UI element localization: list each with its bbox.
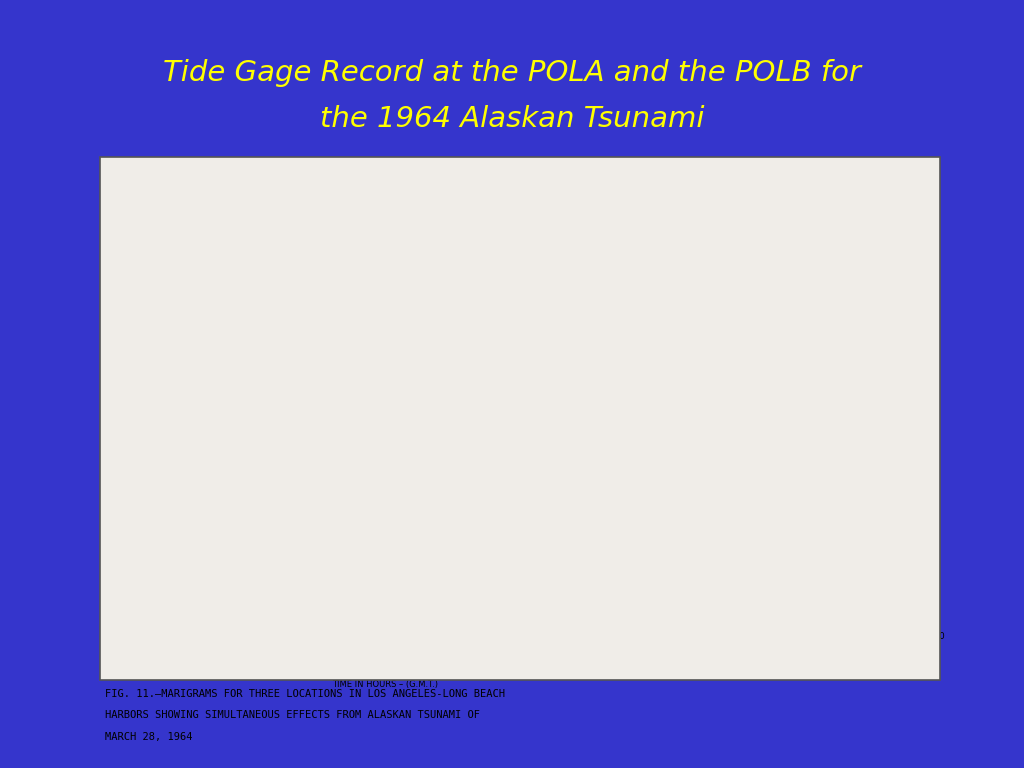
Bar xyxy=(194,183,220,192)
Polygon shape xyxy=(453,521,612,617)
Text: MARCH 28, 1964: MARCH 28, 1964 xyxy=(105,732,193,742)
Text: BERTH 60, LOS ANGELES HARBOR: BERTH 60, LOS ANGELES HARBOR xyxy=(580,273,733,296)
Polygon shape xyxy=(545,475,612,530)
Text: MARCH 29, 1964: MARCH 29, 1964 xyxy=(854,656,919,665)
Text: 1: 1 xyxy=(218,196,222,205)
Text: PONTOON
BRIDGE: PONTOON BRIDGE xyxy=(499,495,521,503)
Text: the 1964 Alaskan Tsunami: the 1964 Alaskan Tsunami xyxy=(319,105,705,133)
Bar xyxy=(273,183,300,192)
Text: Tide Gage Record at the POLA and the POLB for: Tide Gage Record at the POLA and the POL… xyxy=(163,59,861,87)
Text: LOCATION MAP: LOCATION MAP xyxy=(472,614,525,619)
Text: PIER POINT, LONG BEACH HARBOR: PIER POINT, LONG BEACH HARBOR xyxy=(580,399,735,414)
Text: 0: 0 xyxy=(191,196,196,205)
Text: 3: 3 xyxy=(271,196,275,205)
Text: VERTICAL SCALE – FEET: VERTICAL SCALE – FEET xyxy=(188,169,279,177)
Bar xyxy=(167,183,194,192)
Text: HARBORS SHOWING SIMULTANEOUS EFFECTS FROM ALASKAN TSUNAMI OF: HARBORS SHOWING SIMULTANEOUS EFFECTS FRO… xyxy=(105,710,480,720)
Text: PONTOON BRIDGE, LONG BEACH HARBOR: PONTOON BRIDGE, LONG BEACH HARBOR xyxy=(580,492,763,515)
Text: BERTH
60: BERTH 60 xyxy=(434,592,449,601)
Text: -1: -1 xyxy=(163,196,171,205)
Text: SAN PEDRO BAY: SAN PEDRO BAY xyxy=(510,572,555,577)
Bar xyxy=(220,183,247,192)
Text: PIER 2: PIER 2 xyxy=(458,568,471,571)
Text: LONG
BEACH: LONG BEACH xyxy=(422,511,438,521)
Text: MARCH 28, 1964: MARCH 28, 1964 xyxy=(351,656,418,665)
Bar xyxy=(247,183,273,192)
Polygon shape xyxy=(385,493,499,622)
Text: TIME IN HOURS – (G.M.T.): TIME IN HOURS – (G.M.T.) xyxy=(332,680,437,690)
Text: 01: 00 PST: 01: 00 PST xyxy=(143,314,183,323)
Text: 2: 2 xyxy=(245,196,249,205)
Text: PIER POINT: PIER POINT xyxy=(465,554,488,558)
Text: 09: 00 GMT: 09: 00 GMT xyxy=(143,334,186,343)
Text: FIG. 11.—MARIGRAMS FOR THREE LOCATIONS IN LOS ANGELES-LONG BEACH: FIG. 11.—MARIGRAMS FOR THREE LOCATIONS I… xyxy=(105,689,506,699)
